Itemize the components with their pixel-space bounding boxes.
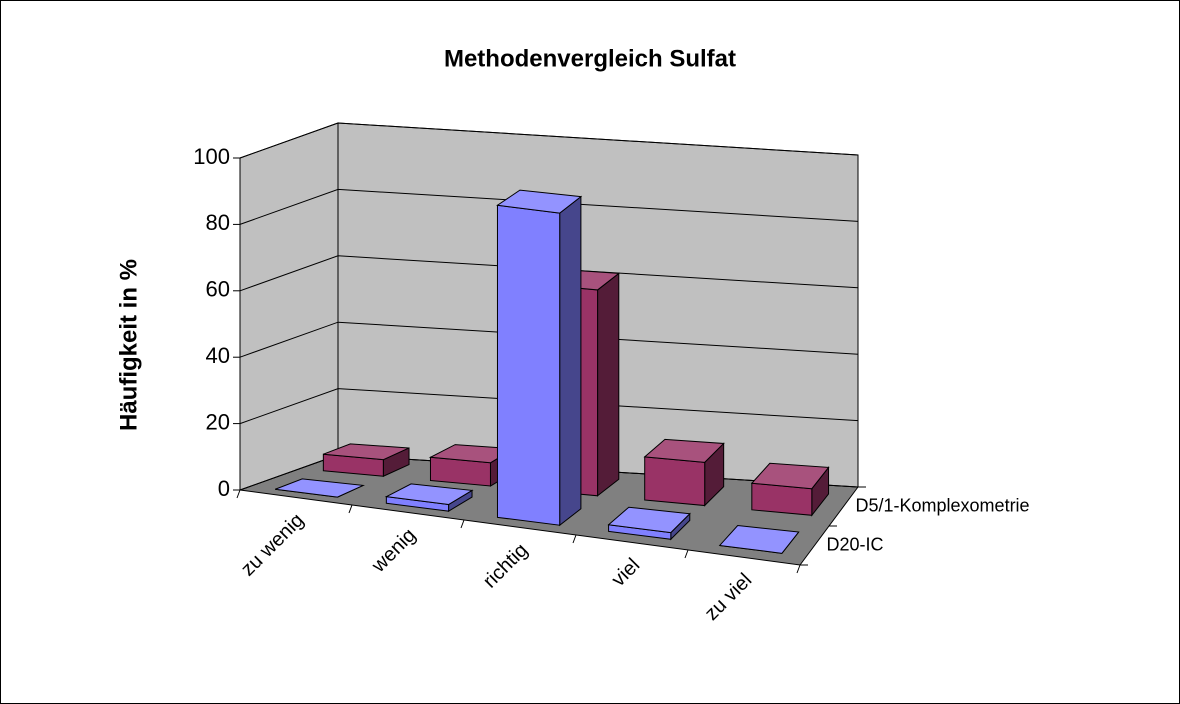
bar: [750, 462, 830, 517]
y-tick-label: 0: [218, 476, 230, 501]
chart-title: Methodenvergleich Sulfat: [444, 45, 736, 72]
bar: [643, 438, 725, 507]
y-tick-label: 100: [193, 144, 230, 169]
y-tick-label: 20: [206, 409, 230, 434]
x-tick: [236, 489, 241, 499]
y-tick-label: 60: [206, 277, 230, 302]
bar-top: [496, 189, 583, 214]
bar-top: [750, 462, 830, 490]
grid-line: [239, 188, 859, 225]
x-tick: [684, 549, 689, 559]
y-tick-label: 40: [206, 343, 230, 368]
x-tick: [796, 564, 801, 574]
side-wall: [239, 122, 339, 491]
grid-line: [239, 122, 859, 159]
bar-side: [597, 272, 620, 497]
bar: [607, 506, 691, 541]
bar: [322, 443, 410, 478]
bar-top: [323, 443, 410, 461]
bar: [384, 483, 474, 513]
bar-front: [644, 456, 706, 507]
bar: [718, 524, 800, 554]
bar-side: [559, 195, 582, 527]
bar-top: [275, 478, 366, 498]
series-label: D5/1-Komplexometrie: [856, 495, 1030, 515]
bar: [496, 189, 583, 527]
bar-top: [607, 506, 691, 534]
grid-line: [239, 388, 859, 425]
series-label: D20-IC: [827, 534, 884, 554]
grid-line: [239, 255, 859, 292]
x-tick: [348, 504, 353, 514]
bar-top: [718, 524, 800, 554]
y-tick-label: 80: [206, 210, 230, 235]
x-tick: [460, 519, 465, 529]
bar: [275, 478, 366, 498]
bar-top: [384, 483, 474, 506]
bar: [428, 444, 516, 487]
x-tick: [572, 534, 577, 544]
bar-top: [643, 438, 725, 463]
y-axis-title: Häufigkeit in %: [115, 259, 142, 431]
bar-front: [496, 204, 561, 526]
grid-line: [239, 321, 859, 358]
